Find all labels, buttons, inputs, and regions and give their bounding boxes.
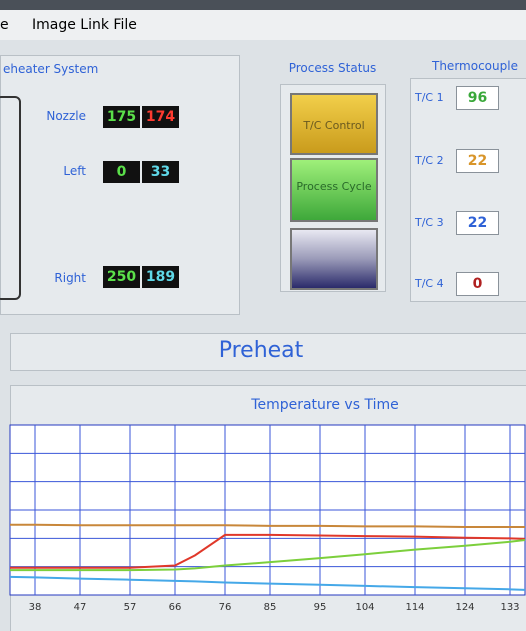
x-tick-label: 104 <box>355 602 374 613</box>
x-tick-label: 57 <box>124 602 137 613</box>
x-tick-label: 38 <box>29 602 42 613</box>
x-tick-label: 66 <box>169 602 182 613</box>
screen: e Image Link File eheater System Nozzle … <box>0 0 526 631</box>
x-tick-label: 124 <box>455 602 474 613</box>
x-tick-label: 114 <box>405 602 424 613</box>
x-tick-label: 95 <box>314 602 327 613</box>
x-tick-label: 47 <box>74 602 87 613</box>
chart-title: Temperature vs Time <box>250 397 398 413</box>
x-tick-label: 76 <box>219 602 232 613</box>
x-tick-label: 85 <box>264 602 277 613</box>
x-tick-label: 133 <box>500 602 519 613</box>
chart: Temperature vs Time 38 47 57 66 76 85 95 104 114… <box>0 0 526 631</box>
